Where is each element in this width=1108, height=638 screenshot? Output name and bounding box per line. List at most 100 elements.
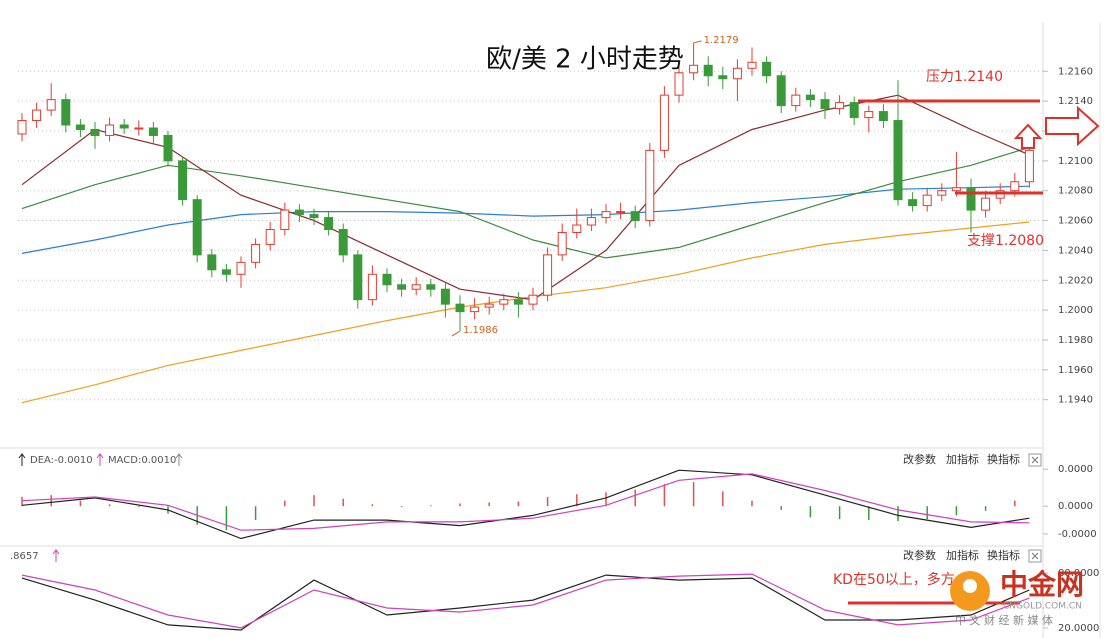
candle-body — [265, 229, 275, 245]
y-tick-label: 1.1960 — [1058, 365, 1093, 376]
candle-body — [17, 120, 27, 135]
y-tick-label: 1.2080 — [1058, 186, 1093, 197]
y-tick-label: 20.0000 — [1058, 623, 1099, 634]
candle-body — [294, 209, 304, 216]
brand: 中金网 — [1000, 568, 1084, 601]
candle-body — [659, 94, 669, 151]
candle-body — [178, 160, 188, 201]
logo-inner — [963, 579, 977, 593]
switch-indicator-button[interactable]: 换指标 — [987, 452, 1020, 466]
switch-indicator-button[interactable]: 换指标 — [987, 548, 1020, 562]
candle-body — [791, 94, 801, 107]
add-indicator-button[interactable]: 加指标 — [946, 452, 979, 466]
close-button[interactable] — [1028, 453, 1042, 467]
candle-body — [878, 111, 888, 122]
candle-body — [689, 64, 699, 74]
moving-average — [21, 185, 1030, 254]
y-tick-label: 1.2040 — [1058, 245, 1093, 256]
candle-body — [367, 273, 377, 301]
pointer — [693, 40, 702, 44]
candle-body — [528, 294, 538, 305]
candle-body — [192, 199, 202, 256]
candle-body — [966, 187, 976, 211]
candle-body — [470, 306, 480, 313]
candle-body — [280, 209, 290, 231]
candle-body — [61, 99, 71, 126]
toolbar: 改参数 加指标 换指标 改参数 加指标 换指标 — [903, 452, 1042, 563]
marks: 1.21601.21401.21201.21001.20801.20601.20… — [17, 35, 1099, 634]
y-tick-label: 0.0000 — [1058, 501, 1093, 512]
candle-body — [221, 269, 231, 275]
candle-body — [820, 99, 830, 110]
candle-body — [922, 194, 932, 207]
candle-body — [747, 61, 757, 69]
edit-params-button[interactable]: 改参数 — [903, 548, 936, 562]
candle-body — [90, 128, 100, 136]
candle-body — [557, 231, 567, 256]
candle-body — [586, 217, 596, 226]
kd-header: .8657 — [10, 549, 60, 562]
dea-label: DEA:-0.0010 — [30, 455, 93, 466]
candle-body — [762, 61, 772, 77]
right-arrow — [1045, 105, 1100, 147]
high-label: 1.2179 — [704, 35, 739, 46]
site: CNGOLD.COM.CN — [1003, 602, 1082, 612]
candle-body — [718, 75, 728, 80]
candle-body — [543, 254, 553, 296]
y-tick-label: 1.2160 — [1058, 66, 1093, 77]
y-tick-label: 1.2060 — [1058, 216, 1093, 227]
candle-body — [674, 72, 684, 96]
y-tick-label: 1.1980 — [1058, 335, 1093, 346]
candle-body — [776, 75, 786, 107]
candle-body — [1010, 181, 1020, 192]
candle-body — [908, 199, 918, 207]
macd-label: MACD:0.0010 — [108, 455, 176, 466]
chart-title: 欧/美 2 小时走势 — [486, 45, 684, 75]
y-tick-label: 1.2100 — [1058, 156, 1093, 167]
candle-body — [163, 134, 173, 162]
candle-body — [148, 127, 158, 136]
candle-body — [455, 303, 465, 313]
candle-body — [732, 67, 742, 80]
candle-body — [338, 229, 348, 256]
candle-body — [105, 124, 115, 136]
candle-body — [309, 214, 319, 219]
close-button[interactable] — [1028, 549, 1042, 563]
candle-body — [353, 254, 363, 301]
y-tick-label: 1.2140 — [1058, 96, 1093, 107]
kd-line — [21, 573, 1030, 629]
y-tick-label: -0.0000 — [1058, 529, 1097, 540]
candle-body — [513, 299, 523, 305]
candle-body — [484, 303, 494, 308]
macd-line — [21, 469, 1030, 540]
candle-body — [1024, 149, 1034, 183]
candle-body — [119, 124, 129, 129]
candle-body — [805, 94, 815, 101]
candle-body — [46, 99, 56, 111]
edit-params-button[interactable]: 改参数 — [903, 452, 936, 466]
candle-body — [382, 273, 392, 286]
up-arrow — [1013, 123, 1043, 149]
y-tick-label: 1.2000 — [1058, 305, 1093, 316]
candle-body — [397, 284, 407, 290]
candle-body — [426, 284, 436, 290]
candle-body — [75, 124, 85, 130]
candle-body — [981, 197, 991, 211]
add-indicator-button[interactable]: 加指标 — [946, 548, 979, 562]
kd-annotation: KD在50以上，多方 — [833, 571, 955, 588]
candle-body — [630, 211, 640, 222]
candle-body — [251, 243, 261, 263]
candle-body — [616, 211, 626, 214]
candle-body — [849, 102, 859, 119]
candle-body — [32, 109, 42, 122]
y-tick-label: 80.0000 — [1058, 568, 1099, 579]
candle-body — [572, 224, 582, 233]
kd-label: .8657 — [10, 551, 39, 562]
arrow-icon — [96, 453, 104, 466]
candle-body — [499, 299, 509, 305]
y-tick-label: 1.1940 — [1058, 395, 1093, 406]
candle-body — [703, 64, 713, 77]
support-label: 支撑1.2080 — [967, 233, 1044, 249]
macd-header: DEA:-0.0010 MACD:0.0010 — [18, 453, 183, 466]
